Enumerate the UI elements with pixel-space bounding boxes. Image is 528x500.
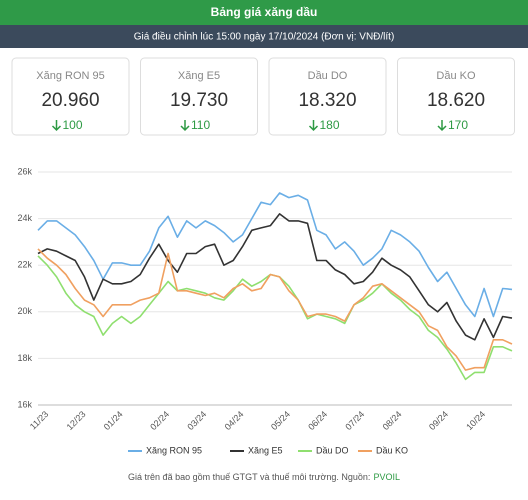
card [397,57,515,136]
y-tick-label: 22k [17,260,32,270]
legend-label: Xăng E5 [248,445,283,455]
cards: Xăng RON 95 20.960 100 Xăng E5 19.730 110 Dầu … [11,57,515,136]
card-change: 170 [448,118,468,132]
x-tick-label: 01/24 [102,409,125,432]
series-line [37,213,513,341]
card [268,57,387,136]
card-change: 110 [191,118,210,132]
x-tick-label: 06/24 [306,409,329,432]
down-arrow [51,120,62,132]
x-tick-label: 08/24 [381,409,404,432]
series-line [37,192,513,318]
card-price: 19.730 [170,90,228,111]
y-tick-label: 16k [17,399,32,409]
subheader: Giá điều chỉnh lúc 15:00 ngày 17/10/2024… [134,31,395,43]
chart: 16k 18k 20k 22k 24k 26k 11/23 12/23 01/24 02/24 03… [17,166,513,455]
card-price: 18.620 [427,90,485,111]
x-tick-label: 11/23 [28,409,51,432]
x-tick-label: 07/24 [343,409,366,432]
header-bar [0,0,528,25]
card-name: Xăng E5 [178,70,220,82]
card-price: 20.960 [41,90,99,111]
subheader-bar [0,25,528,48]
card [11,57,130,136]
footnote-text: Giá trên đã bao gồm thuế GTGT và thuế mô… [128,472,370,482]
legend-label: Dầu DO [316,445,349,455]
x-tick-label: 02/24 [148,409,171,432]
down-arrow [437,120,447,132]
x-tick-label: 09/24 [427,409,450,432]
x-tick-label: 10/24 [464,409,487,432]
legend-label: Dầu KO [376,445,408,455]
card-name: Dầu DO [308,70,348,82]
card-change: 100 [63,118,83,132]
card-name: Dầu KO [436,70,476,82]
header-title: Bảng giá xăng dầu [211,5,318,19]
x-tick-label: 04/24 [223,409,246,432]
card-price: 18.320 [298,90,356,111]
x-tick-label: 03/24 [185,409,208,432]
legend-label: Xăng RON 95 [146,445,202,455]
series-line [37,248,513,371]
y-tick-label: 20k [17,306,32,316]
footnote-source: PVOIL [373,472,400,482]
x-tick-label: 05/24 [269,409,292,432]
down-arrow [180,120,190,132]
down-arrow [308,120,319,132]
x-tick-label: 12/23 [65,409,88,432]
card-change: 180 [320,118,340,132]
series-line [37,255,513,381]
y-tick-label: 24k [17,213,32,223]
y-tick-label: 18k [17,353,32,363]
y-tick-label: 26k [17,166,32,176]
card-name: Xăng RON 95 [36,70,104,82]
footnote: Giá trên đã bao gồm thuế GTGT và thuế mô… [128,472,400,482]
card [140,57,258,136]
